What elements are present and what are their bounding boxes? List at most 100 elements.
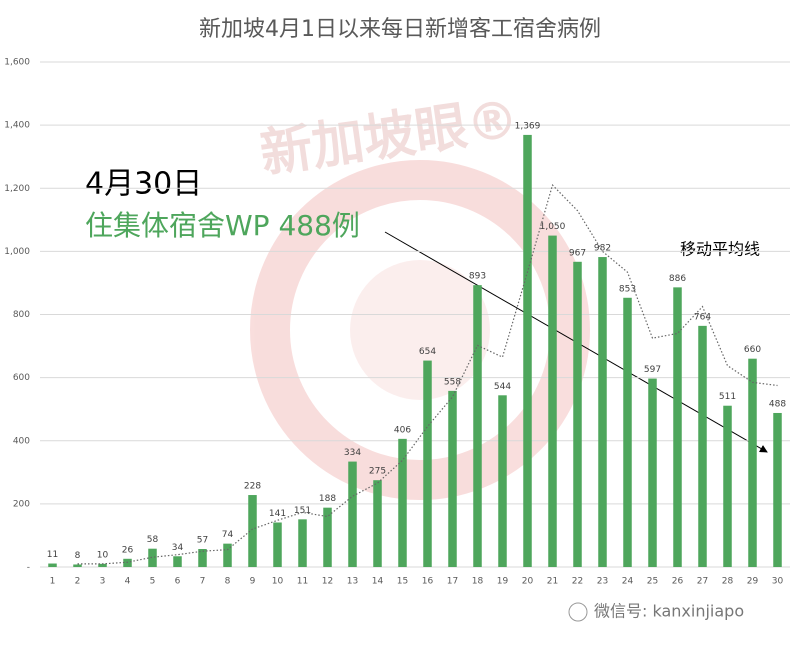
bar [573, 261, 582, 567]
y-tick-label: - [27, 563, 30, 573]
annotation-note: 住集体宿舍WP 488例 [85, 209, 360, 242]
y-tick-label: 600 [13, 373, 30, 383]
bar [398, 438, 407, 567]
bar [423, 360, 432, 567]
y-tick-label: 1,200 [4, 184, 30, 194]
bar [548, 235, 557, 567]
value-label: 597 [644, 365, 661, 375]
x-tick-label: 17 [447, 577, 458, 587]
x-tick-label: 16 [422, 577, 434, 587]
bar [748, 358, 757, 567]
footer: 微信号: kanxinjiapo [594, 602, 744, 621]
watermark: 新加坡眼® [250, 89, 590, 500]
value-label: 654 [419, 347, 436, 357]
x-tick-label: 2 [75, 577, 81, 587]
value-label: 10 [97, 550, 109, 560]
y-tick-label: 1,400 [4, 121, 30, 131]
bar [298, 519, 307, 567]
x-tick-label: 5 [150, 577, 156, 587]
annotation-date: 4月30日 [85, 167, 202, 202]
bar [273, 522, 282, 567]
x-tick-label: 22 [572, 577, 583, 587]
value-label: 74 [222, 530, 234, 540]
x-tick-label: 27 [697, 577, 708, 587]
y-tick-label: 800 [13, 310, 30, 320]
value-label: 764 [694, 312, 711, 322]
value-label: 34 [172, 543, 184, 553]
x-tick-label: 29 [747, 577, 759, 587]
legend-label: 移动平均线 [680, 240, 760, 259]
value-label: 967 [569, 248, 586, 258]
value-label: 57 [197, 536, 208, 546]
value-label: 228 [244, 482, 261, 492]
bar [173, 556, 182, 567]
y-tick-label: 1,600 [4, 58, 30, 68]
bar [123, 558, 132, 567]
value-label: 488 [769, 399, 786, 409]
bar [248, 495, 257, 567]
bar [498, 395, 507, 567]
chart-title: 新加坡4月1日以来每日新增客工宿舍病例 [199, 17, 601, 42]
bar [348, 461, 357, 567]
bar [598, 257, 607, 567]
bar [673, 287, 682, 567]
value-label: 334 [344, 448, 361, 458]
bar [323, 507, 332, 567]
value-label: 893 [469, 272, 486, 282]
value-label: 11 [47, 550, 58, 560]
bar [198, 549, 207, 567]
watermark-ring [250, 160, 590, 500]
bar [73, 564, 82, 567]
x-tick-label: 24 [622, 577, 634, 587]
x-tick-label: 14 [372, 577, 384, 587]
x-tick-label: 10 [272, 577, 284, 587]
bar [648, 378, 657, 567]
x-tick-label: 30 [772, 577, 784, 587]
value-label: 558 [444, 377, 461, 387]
x-tick-label: 3 [100, 577, 106, 587]
value-label: 26 [122, 545, 134, 555]
x-tick-label: 6 [175, 577, 181, 587]
x-tick-label: 20 [522, 577, 534, 587]
bar [448, 390, 457, 567]
y-tick-label: 400 [13, 436, 30, 446]
value-label: 1,050 [540, 222, 566, 232]
value-label: 8 [75, 551, 81, 561]
value-label: 511 [719, 392, 736, 402]
value-label: 1,369 [515, 121, 541, 131]
bar [223, 543, 232, 567]
bar [723, 405, 732, 567]
x-tick-label: 25 [647, 577, 658, 587]
x-tick-label: 18 [472, 577, 484, 587]
wechat-icon [568, 602, 588, 622]
x-tick-label: 11 [297, 577, 308, 587]
bar [98, 563, 107, 567]
bar [698, 325, 707, 567]
bar [773, 412, 782, 567]
x-tick-label: 13 [347, 577, 358, 587]
value-label: 544 [494, 382, 511, 392]
bar [473, 285, 482, 567]
value-label: 982 [594, 244, 611, 254]
x-tick-label: 1 [50, 577, 56, 587]
value-label: 406 [394, 425, 411, 435]
bar [148, 548, 157, 567]
x-tick-label: 12 [322, 577, 333, 587]
x-tick-label: 8 [225, 577, 231, 587]
y-tick-label: 200 [13, 499, 30, 509]
x-tick-label: 9 [250, 577, 256, 587]
x-tick-label: 23 [597, 577, 608, 587]
y-tick-label: 1,000 [4, 247, 30, 257]
bar [48, 563, 57, 567]
x-tick-label: 4 [125, 577, 131, 587]
bar [623, 297, 632, 567]
x-tick-label: 7 [200, 577, 206, 587]
value-label: 58 [147, 535, 159, 545]
x-tick-label: 15 [397, 577, 408, 587]
value-label: 141 [269, 509, 286, 519]
bar [523, 134, 532, 568]
x-tick-label: 26 [672, 577, 684, 587]
x-tick-label: 19 [497, 577, 509, 587]
value-label: 151 [294, 506, 311, 516]
